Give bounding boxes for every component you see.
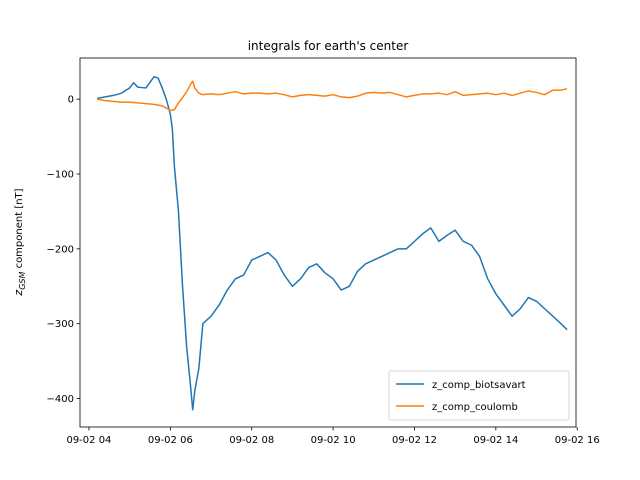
series-line-z-comp-coulomb xyxy=(96,80,568,112)
y-axis-label-rest: component [nT] xyxy=(14,188,25,271)
chart-title: integrals for earth's center xyxy=(248,39,409,53)
y-tick-label: −100 xyxy=(47,170,74,181)
y-tick-label: 0 xyxy=(68,95,74,106)
y-axis-label-sub: GSM xyxy=(18,272,27,290)
x-tick-label: 09-02 04 xyxy=(66,435,111,446)
x-tick-label: 09-02 12 xyxy=(392,435,437,446)
y-tick-label: −400 xyxy=(47,394,74,405)
x-tick-label: 09-02 08 xyxy=(229,435,274,446)
plot-area xyxy=(80,58,576,427)
plot-frame xyxy=(79,57,577,428)
series-line-z-comp-biotsavart xyxy=(96,75,568,411)
legend: z_comp_biotsavart z_comp_coulomb xyxy=(388,370,570,421)
x-tick-label: 09-02 16 xyxy=(555,435,600,446)
y-axis-label-main: z xyxy=(12,290,25,297)
y-tick-label: −200 xyxy=(47,244,74,255)
y-axis-ticks: 0 −100 −200 −300 −400 xyxy=(47,95,80,405)
legend-box xyxy=(388,370,570,421)
x-tick-label: 09-02 10 xyxy=(311,435,356,446)
series-layer xyxy=(96,75,568,411)
y-tick-label: −300 xyxy=(47,319,74,330)
x-axis-ticks: 09-02 04 09-02 06 09-02 08 09-02 10 09-02 12… xyxy=(66,427,600,446)
legend-label-biotsavart: z_comp_biotsavart xyxy=(432,380,526,391)
legend-label-coulomb: z_comp_coulomb xyxy=(432,402,518,413)
x-tick-label: 09-02 14 xyxy=(473,435,518,446)
x-tick-label: 09-02 06 xyxy=(148,435,193,446)
y-axis-label: zGSM component [nT] xyxy=(12,188,27,296)
